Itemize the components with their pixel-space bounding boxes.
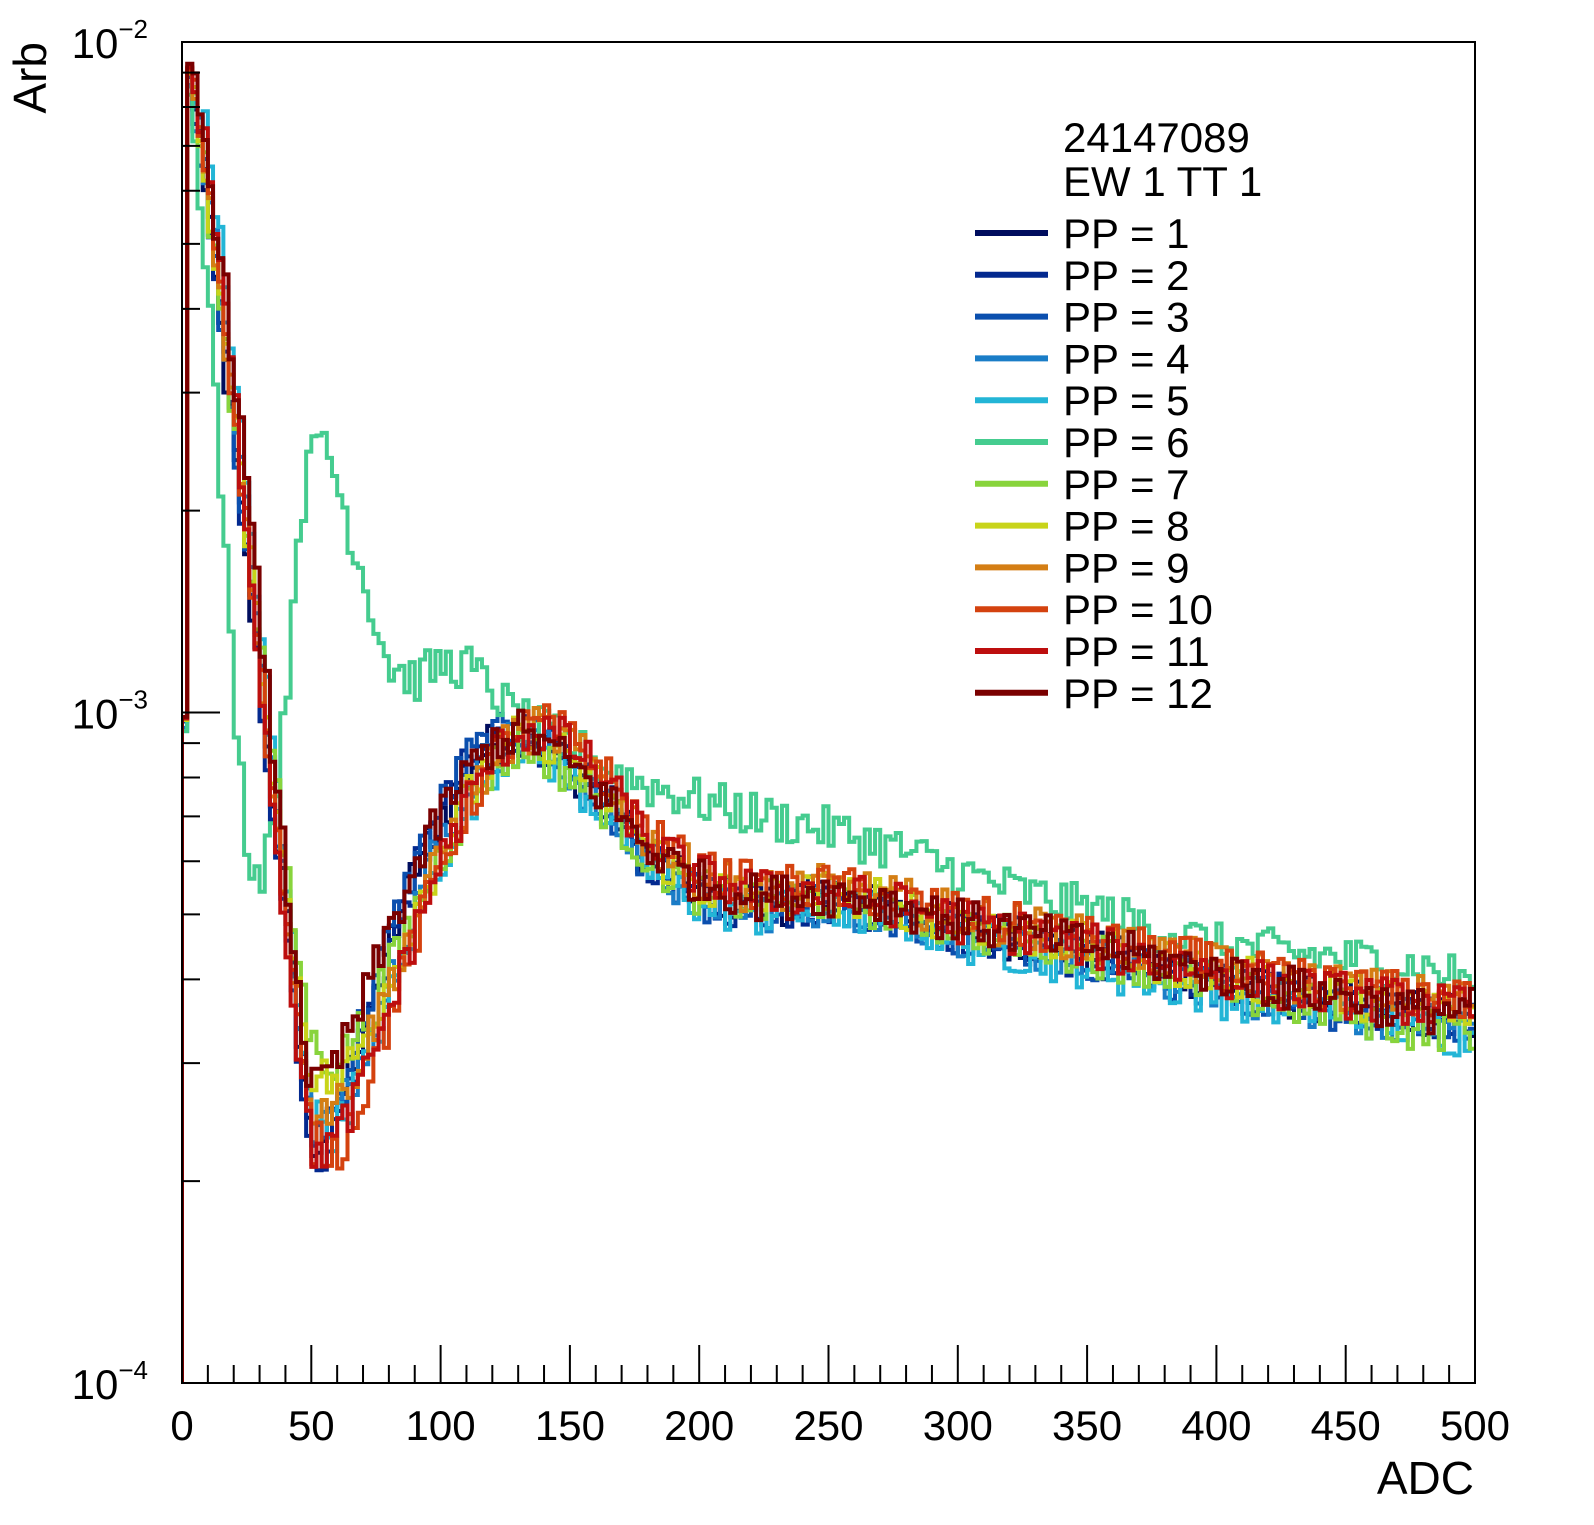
legend-header-text: EW 1 TT 1 <box>1063 158 1262 205</box>
series-layer <box>182 61 1475 1383</box>
legend-entry-label: PP = 2 <box>1063 252 1190 299</box>
y-axis: 10−210−310−4 <box>72 14 220 1408</box>
x-tick-label: 450 <box>1311 1402 1381 1449</box>
x-tick-label: 350 <box>1052 1402 1122 1449</box>
legend-entry-label: PP = 8 <box>1063 503 1190 550</box>
legend-entry-label: PP = 6 <box>1063 419 1190 466</box>
x-tick-label: 150 <box>535 1402 605 1449</box>
legend-entry-label: PP = 3 <box>1063 294 1190 341</box>
x-tick-label: 50 <box>288 1402 335 1449</box>
legend-entry-label: PP = 10 <box>1063 586 1213 633</box>
legend-entry-label: PP = 12 <box>1063 670 1213 717</box>
legend-header-text: 24147089 <box>1063 114 1250 161</box>
x-tick-label: 400 <box>1181 1402 1251 1449</box>
x-tick-label: 200 <box>664 1402 734 1449</box>
x-axis: 0 50 100 150 200 250 300 350 400 450 500 <box>170 1345 1510 1449</box>
legend-entry-label: PP = 1 <box>1063 210 1190 257</box>
x-tick-label: 300 <box>923 1402 993 1449</box>
legend-entry-label: PP = 5 <box>1063 377 1190 424</box>
x-tick-label: 250 <box>793 1402 863 1449</box>
x-tick-label: 100 <box>406 1402 476 1449</box>
series-line-pp-12 <box>182 61 1475 1383</box>
x-axis-label: ADC <box>1377 1452 1474 1504</box>
x-tick-label: 500 <box>1440 1402 1510 1449</box>
legend-entry-label: PP = 4 <box>1063 335 1190 382</box>
y-axis-label: Arb <box>4 42 56 114</box>
series-line-pp-6 <box>182 92 1475 1383</box>
legend-entry-label: PP = 9 <box>1063 544 1190 591</box>
legend-entry-label: PP = 7 <box>1063 461 1190 508</box>
legend-entry-label: PP = 11 <box>1063 628 1210 675</box>
x-tick-label: 0 <box>170 1402 193 1449</box>
